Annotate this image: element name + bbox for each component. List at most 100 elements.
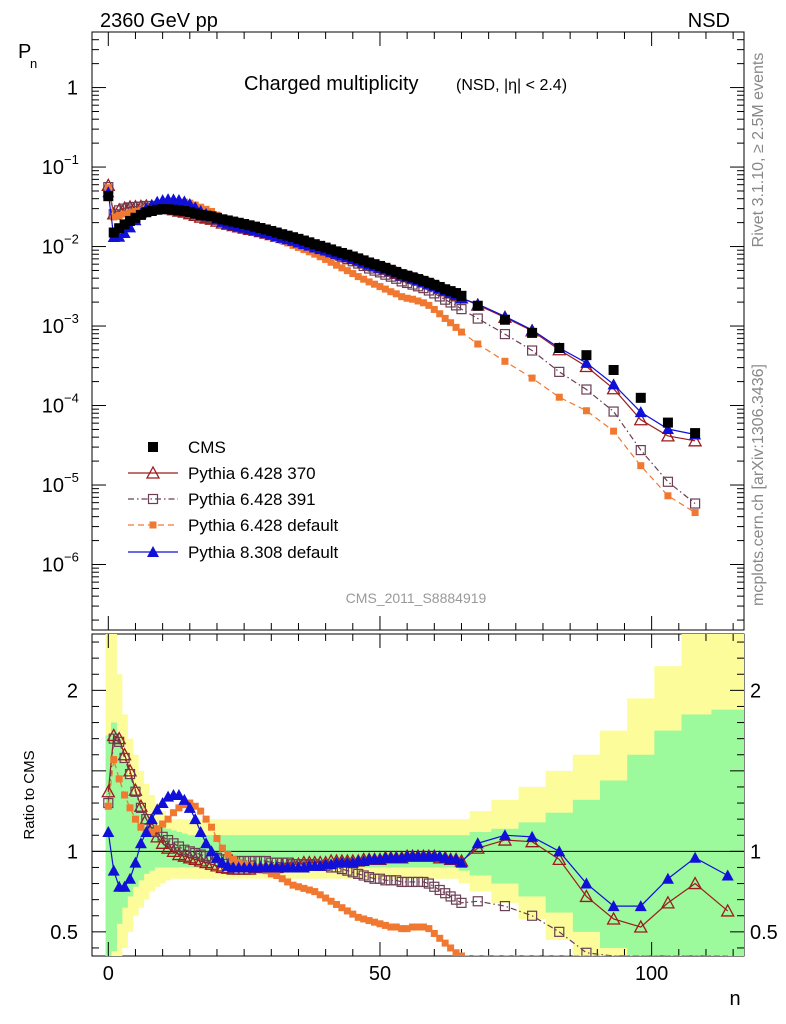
series-3-ratio-point	[145, 813, 158, 825]
series-1-ratio-point	[168, 838, 179, 849]
cms-data-point	[239, 219, 250, 230]
series-0-ratio-point	[720, 903, 735, 917]
cms-data-point	[353, 253, 364, 264]
series-2-ratio-point	[322, 894, 330, 902]
series-1-ratio-point	[179, 844, 190, 855]
uncertainty-band-inner	[458, 835, 471, 871]
series-2-point	[528, 374, 536, 382]
series-1-ratio-point	[108, 733, 119, 744]
uncertainty-band-inner	[572, 799, 601, 932]
series-2-ratio-point	[175, 804, 183, 812]
cms-data-point	[331, 246, 342, 257]
series-2-point	[724, 0, 731, 7]
series-1-ratio-point	[114, 736, 125, 747]
series-2-ratio-point	[457, 952, 465, 956]
series-1-ratio-point	[440, 888, 451, 899]
cms-data-point	[114, 223, 125, 234]
uncertainty-band-inner	[143, 815, 150, 874]
series-3-ratio-point	[200, 837, 213, 849]
cms-data-point	[271, 227, 282, 238]
cms-data-point	[608, 364, 619, 375]
series-3-ratio-point	[607, 900, 620, 912]
series-2-ratio-point	[360, 915, 368, 923]
series-0-ratio-point	[122, 763, 138, 777]
cms-data-point	[396, 269, 407, 280]
series-2-ratio-point	[425, 925, 433, 933]
series-2-ratio-point	[159, 820, 167, 828]
cms-data-point	[499, 314, 510, 325]
series-2-point	[474, 340, 482, 348]
cms-data-point	[277, 229, 288, 240]
cms-data-point	[635, 392, 646, 403]
series-0-ratio-point	[155, 835, 170, 849]
series-1-point	[456, 304, 467, 315]
x-axis-label: n	[729, 988, 740, 1010]
ratio-bands	[105, 634, 744, 956]
series-1-ratio-point	[429, 881, 440, 892]
series-2-ratio-point	[409, 923, 417, 931]
series-1-ratio-point	[554, 926, 565, 937]
series-3-ratio-point	[498, 829, 511, 841]
cms-data-point	[581, 350, 592, 361]
series-1-point	[445, 297, 456, 308]
series-2-point	[316, 253, 324, 261]
series-2-point	[414, 297, 422, 305]
cms-data-point	[222, 215, 233, 226]
uncertainty-band-inner	[127, 778, 134, 897]
series-2-point	[441, 314, 449, 322]
cms-data-point	[244, 220, 255, 231]
series-2-point	[115, 211, 123, 219]
ratio-y-tick-label-right: 0.5	[750, 922, 778, 944]
cms-data-point	[119, 219, 130, 230]
uncertainty-band-inner	[132, 795, 139, 887]
x-tick-label: 50	[369, 963, 391, 985]
series-3-ratio-point	[102, 826, 115, 838]
y-axis-label-sub: n	[30, 56, 37, 71]
series-2-ratio-point	[126, 804, 134, 812]
y-tick-label: 10	[42, 555, 64, 577]
series-3-ratio-point	[151, 803, 164, 815]
series-3-line	[107, 192, 696, 436]
series-2-ratio-point	[208, 823, 216, 831]
series-1-point	[635, 444, 646, 456]
x-tick-label: 100	[635, 963, 668, 985]
series-2-point	[436, 310, 444, 318]
cms-data-point	[168, 204, 179, 215]
series-3-ratio-point	[183, 801, 196, 813]
series-2-point	[582, 407, 590, 415]
y-tick-exponent: −3	[64, 311, 79, 326]
uncertainty-band-inner	[654, 730, 683, 956]
series-0-ratio-point	[606, 911, 621, 925]
cms-data-point	[190, 208, 201, 219]
series-2-ratio-point	[430, 929, 438, 937]
series-2-point	[419, 299, 427, 307]
series-2-ratio-point	[311, 888, 319, 896]
cms-data-point	[282, 230, 293, 241]
series-3-ratio-point	[189, 813, 202, 825]
series-1-ratio-point	[157, 831, 168, 842]
series-3-point	[634, 406, 647, 418]
series-1-ratio-line	[107, 737, 728, 956]
uncertainty-band-inner	[116, 738, 123, 924]
series-0-line	[107, 185, 696, 442]
cms-data-point	[184, 207, 195, 218]
series-0-ratio-point	[101, 784, 116, 798]
series-2-ratio-point	[164, 815, 172, 823]
series-0-ratio-point	[633, 919, 648, 933]
series-2-ratio-point	[327, 897, 335, 905]
series-2-ratio-point	[191, 802, 199, 810]
series-2-ratio-point	[213, 834, 221, 842]
series-2-ratio-point	[278, 875, 286, 883]
chart-title: Charged multiplicity	[244, 73, 419, 95]
cms-data-point	[347, 251, 358, 262]
series-0-ratio-point	[133, 798, 148, 812]
series-3-ratio-point	[689, 851, 702, 863]
series-2-ratio-point	[218, 844, 226, 852]
series-1-ratio-point	[445, 891, 456, 902]
series-1-ratio-point	[173, 841, 185, 852]
series-2-point	[392, 290, 400, 298]
series-2-ratio-point	[371, 918, 379, 926]
series-1-ratio-point	[456, 897, 467, 908]
series-3-ratio-point	[178, 793, 191, 805]
cms-data-point	[364, 257, 375, 268]
